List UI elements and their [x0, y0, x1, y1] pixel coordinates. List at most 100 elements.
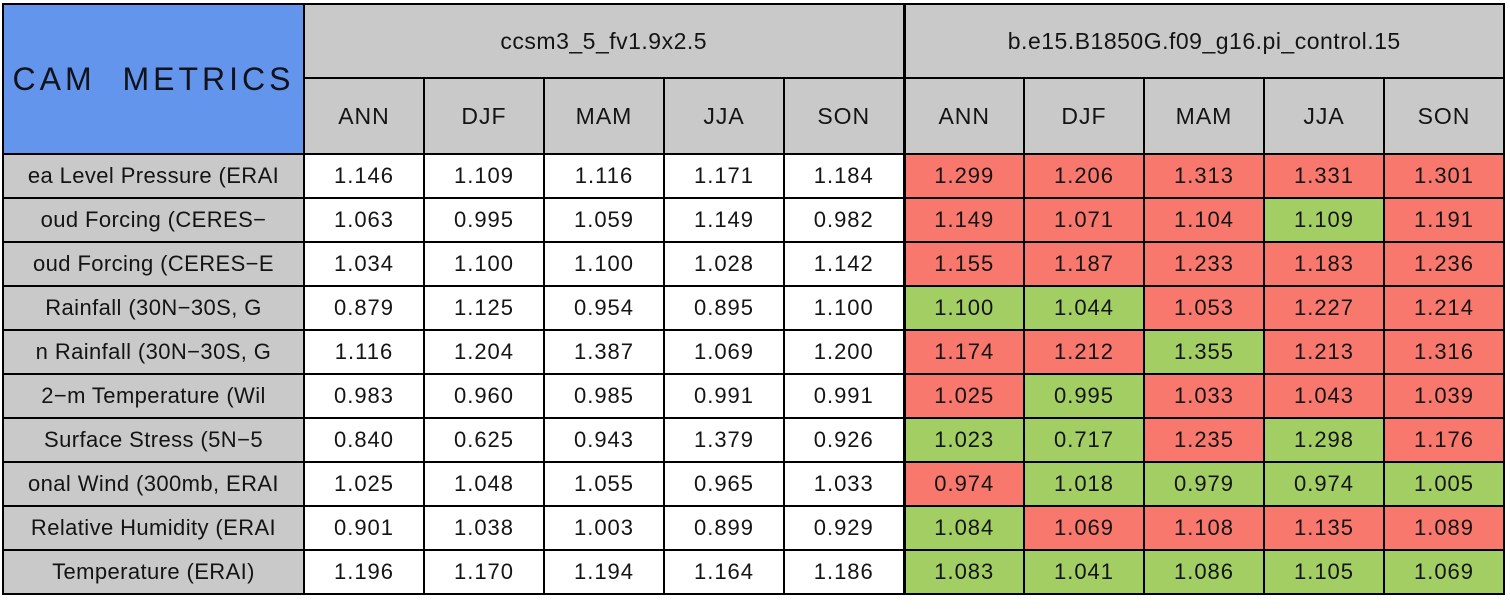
model1-value-cell: 0.943 — [543, 417, 665, 463]
model1-value-cell: 1.028 — [663, 241, 785, 287]
metric-row-label: n Rainfall (30N−30S, G — [2, 329, 305, 375]
model2-value-cell: 1.086 — [1143, 549, 1265, 595]
model1-value-cell: 0.983 — [303, 373, 425, 419]
model2-value-cell: 1.355 — [1143, 329, 1265, 375]
model1-value-cell: 0.926 — [783, 417, 905, 463]
model1-value-cell: 0.899 — [663, 505, 785, 551]
table-title: CAM METRICS — [2, 3, 305, 155]
metric-row-label: Relative Humidity (ERAI — [2, 505, 305, 551]
model2-value-cell: 1.206 — [1023, 153, 1145, 199]
model1-value-cell: 1.069 — [663, 329, 785, 375]
model1-value-cell: 0.965 — [663, 461, 785, 507]
metric-row: oud Forcing (CERES− 1.063 0.995 1.059 1.149 0… — [2, 197, 1505, 243]
model1-value-cell: 1.100 — [783, 285, 905, 331]
model2-value-cell: 1.053 — [1143, 285, 1265, 331]
model1-value-cell: 0.991 — [663, 373, 785, 419]
metric-row-label: Temperature (ERAI) — [2, 549, 305, 595]
model2-value-cell: 1.005 — [1383, 461, 1505, 507]
metric-row-label: Rainfall (30N−30S, G — [2, 285, 305, 331]
model1-value-cell: 1.146 — [303, 153, 425, 199]
cam-metrics-figure: CAM METRICS ccsm3_5_fv1.9x2.5 b.e15.B185… — [2, 3, 1505, 595]
model1-value-cell: 1.149 — [663, 197, 785, 243]
model2-value-cell: 1.313 — [1143, 153, 1265, 199]
model2-value-cell: 1.100 — [902, 285, 1025, 331]
model1-value-cell: 0.879 — [303, 285, 425, 331]
model1-value-cell: 1.109 — [423, 153, 545, 199]
model2-value-cell: 1.033 — [1143, 373, 1265, 419]
model2-value-cell: 1.301 — [1383, 153, 1505, 199]
model2-value-cell: 1.187 — [1023, 241, 1145, 287]
model1-value-cell: 0.840 — [303, 417, 425, 463]
model2-value-cell: 1.213 — [1263, 329, 1385, 375]
model2-value-cell: 1.039 — [1383, 373, 1505, 419]
season-header-ann-model2: ANN — [902, 77, 1025, 155]
metric-row-label: oud Forcing (CERES− — [2, 197, 305, 243]
metric-row: onal Wind (300mb, ERAI 1.025 1.048 1.055 0.9… — [2, 461, 1505, 507]
model2-value-cell: 1.155 — [902, 241, 1025, 287]
model1-value-cell: 0.895 — [663, 285, 785, 331]
model1-value-cell: 1.200 — [783, 329, 905, 375]
metric-row: 2−m Temperature (Wil 0.983 0.960 0.985 0.991… — [2, 373, 1505, 419]
model1-value-cell: 1.055 — [543, 461, 665, 507]
cam-metrics-table: CAM METRICS ccsm3_5_fv1.9x2.5 b.e15.B185… — [2, 3, 1505, 595]
model1-value-cell: 1.033 — [783, 461, 905, 507]
model2-value-cell: 1.109 — [1263, 197, 1385, 243]
metric-row-label: onal Wind (300mb, ERAI — [2, 461, 305, 507]
model2-value-cell: 0.974 — [902, 461, 1025, 507]
model2-value-cell: 1.227 — [1263, 285, 1385, 331]
model2-value-cell: 1.299 — [902, 153, 1025, 199]
model1-value-cell: 1.196 — [303, 549, 425, 595]
season-header-jja-model2: JJA — [1263, 77, 1385, 155]
model1-value-cell: 1.063 — [303, 197, 425, 243]
model2-group-header: b.e15.B1850G.f09_g16.pi_control.15 — [902, 3, 1505, 79]
metric-row: ea Level Pressure (ERAI 1.146 1.109 1.116 1.… — [2, 153, 1505, 199]
model1-value-cell: 1.379 — [663, 417, 785, 463]
metric-row-label: Surface Stress (5N−5 — [2, 417, 305, 463]
model1-value-cell: 0.985 — [543, 373, 665, 419]
model2-value-cell: 1.331 — [1263, 153, 1385, 199]
model1-value-cell: 1.116 — [543, 153, 665, 199]
model2-value-cell: 1.174 — [902, 329, 1025, 375]
metric-row: Temperature (ERAI) 1.196 1.170 1.194 1.164 1.… — [2, 549, 1505, 595]
model1-value-cell: 1.048 — [423, 461, 545, 507]
model1-value-cell: 1.059 — [543, 197, 665, 243]
model1-value-cell: 0.991 — [783, 373, 905, 419]
model2-value-cell: 1.083 — [902, 549, 1025, 595]
model2-value-cell: 1.212 — [1023, 329, 1145, 375]
model2-value-cell: 1.023 — [902, 417, 1025, 463]
metric-row-label: ea Level Pressure (ERAI — [2, 153, 305, 199]
model1-value-cell: 1.142 — [783, 241, 905, 287]
metric-row: n Rainfall (30N−30S, G 1.116 1.204 1.387 1.0… — [2, 329, 1505, 375]
season-header-ann-model1: ANN — [303, 77, 425, 155]
model2-value-cell: 1.149 — [902, 197, 1025, 243]
metric-row-label: 2−m Temperature (Wil — [2, 373, 305, 419]
metric-row: Rainfall (30N−30S, G 0.879 1.125 0.954 0.895… — [2, 285, 1505, 331]
season-header-djf-model2: DJF — [1023, 77, 1145, 155]
model1-value-cell: 1.387 — [543, 329, 665, 375]
model2-value-cell: 1.069 — [1383, 549, 1505, 595]
model2-value-cell: 1.176 — [1383, 417, 1505, 463]
model2-value-cell: 1.298 — [1263, 417, 1385, 463]
model2-value-cell: 1.316 — [1383, 329, 1505, 375]
season-header-son-model1: SON — [783, 77, 905, 155]
season-header-mam-model2: MAM — [1143, 77, 1265, 155]
model1-value-cell: 1.100 — [543, 241, 665, 287]
model2-value-cell: 1.233 — [1143, 241, 1265, 287]
model1-value-cell: 1.171 — [663, 153, 785, 199]
model1-value-cell: 0.625 — [423, 417, 545, 463]
model1-value-cell: 0.982 — [783, 197, 905, 243]
model2-value-cell: 1.235 — [1143, 417, 1265, 463]
metric-row: Relative Humidity (ERAI 0.901 1.038 1.003 0.… — [2, 505, 1505, 551]
model2-value-cell: 1.105 — [1263, 549, 1385, 595]
model2-value-cell: 1.135 — [1263, 505, 1385, 551]
model2-value-cell: 1.104 — [1143, 197, 1265, 243]
model1-value-cell: 1.034 — [303, 241, 425, 287]
model2-value-cell: 0.995 — [1023, 373, 1145, 419]
model1-value-cell: 1.194 — [543, 549, 665, 595]
model1-value-cell: 0.995 — [423, 197, 545, 243]
model1-value-cell: 0.929 — [783, 505, 905, 551]
metric-row-label: oud Forcing (CERES−E — [2, 241, 305, 287]
model1-value-cell: 1.025 — [303, 461, 425, 507]
model2-value-cell: 1.071 — [1023, 197, 1145, 243]
model2-value-cell: 1.044 — [1023, 285, 1145, 331]
